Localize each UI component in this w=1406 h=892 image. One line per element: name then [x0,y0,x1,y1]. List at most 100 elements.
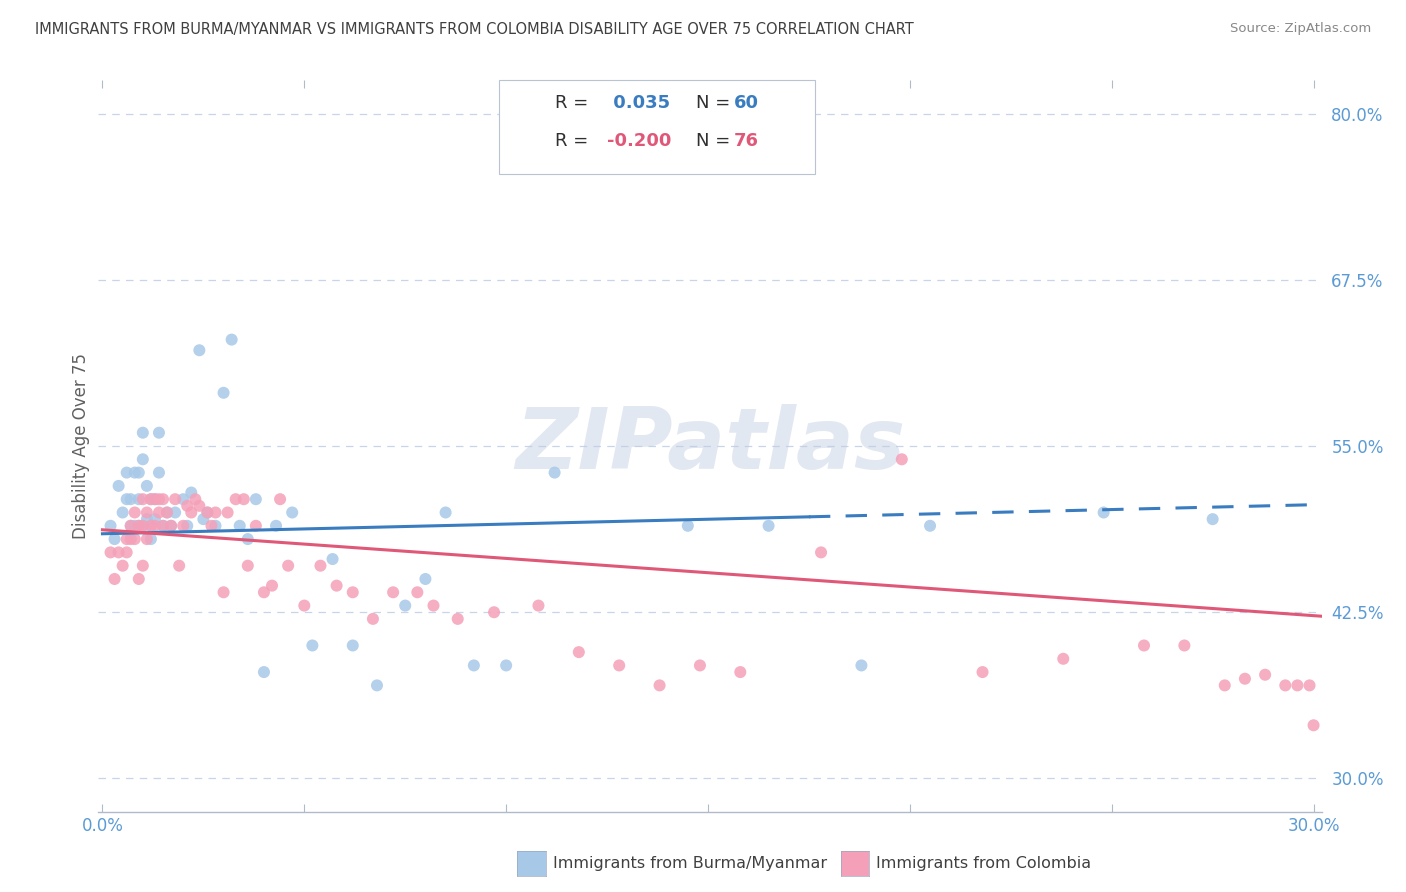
Point [232,492,254,507]
Point [212,385,235,400]
Point [918,518,941,533]
Point [648,678,671,692]
Point [115,466,138,480]
Point [972,665,994,679]
Point [1254,667,1277,681]
Point [124,506,146,520]
Point [128,572,150,586]
Point [143,492,166,507]
Point [422,599,444,613]
Point [132,518,155,533]
Point [406,585,429,599]
Text: ZIPatlas: ZIPatlas [515,404,905,488]
Point [245,518,267,533]
Point [495,658,517,673]
Point [124,466,146,480]
Text: -0.200: -0.200 [607,132,672,150]
Point [156,506,179,520]
Point [107,545,129,559]
Point [292,599,315,613]
Point [135,532,157,546]
Point [107,479,129,493]
Point [890,452,912,467]
Point [1133,639,1156,653]
Point [135,512,157,526]
Point [165,492,187,507]
Point [148,506,170,520]
Point [264,518,287,533]
Point [160,518,183,533]
Point [139,492,162,507]
Point [188,343,211,358]
Point [172,518,194,533]
Point [851,658,873,673]
Point [676,518,699,533]
Point [415,572,437,586]
Point [124,532,146,546]
Point [111,506,134,520]
Point [1286,678,1309,692]
Point [527,599,550,613]
Point [172,492,194,507]
Point [156,506,179,520]
Point [120,518,142,533]
Point [204,506,226,520]
Text: Source: ZipAtlas.com: Source: ZipAtlas.com [1230,22,1371,36]
Point [281,506,304,520]
Point [217,506,239,520]
Point [810,545,832,559]
Point [128,518,150,533]
Text: R =: R = [555,132,595,150]
Point [176,518,198,533]
Y-axis label: Disability Age Over 75: Disability Age Over 75 [72,353,90,539]
Point [200,518,222,533]
Text: N =: N = [696,132,735,150]
Point [132,452,155,467]
Point [180,506,202,520]
Point [188,499,211,513]
Text: R =: R = [555,94,595,112]
Point [135,479,157,493]
Point [128,466,150,480]
Point [342,639,364,653]
Point [120,532,142,546]
Point [228,518,250,533]
Point [128,492,150,507]
Point [1201,512,1223,526]
Point [325,579,347,593]
Text: Immigrants from Colombia: Immigrants from Colombia [876,856,1091,871]
Point [100,545,122,559]
Point [152,518,174,533]
Point [132,558,155,573]
Point [167,558,190,573]
Point [111,558,134,573]
Point [139,532,162,546]
Point [197,506,219,520]
Point [148,466,170,480]
Point [120,492,142,507]
Point [366,678,388,692]
Point [128,518,150,533]
Point [1092,506,1115,520]
Point [148,492,170,507]
Point [139,518,162,533]
Point [689,658,711,673]
Point [115,532,138,546]
Point [139,492,162,507]
Point [236,558,259,573]
Point [143,518,166,533]
Point [245,492,267,507]
Point [160,518,183,533]
Point [180,485,202,500]
Point [1052,652,1074,666]
Point [236,532,259,546]
Point [152,518,174,533]
Point [176,499,198,513]
Point [260,579,283,593]
Point [193,512,215,526]
Point [382,585,405,599]
Text: 76: 76 [734,132,759,150]
Text: 60: 60 [734,94,759,112]
Point [322,552,344,566]
Point [301,639,323,653]
